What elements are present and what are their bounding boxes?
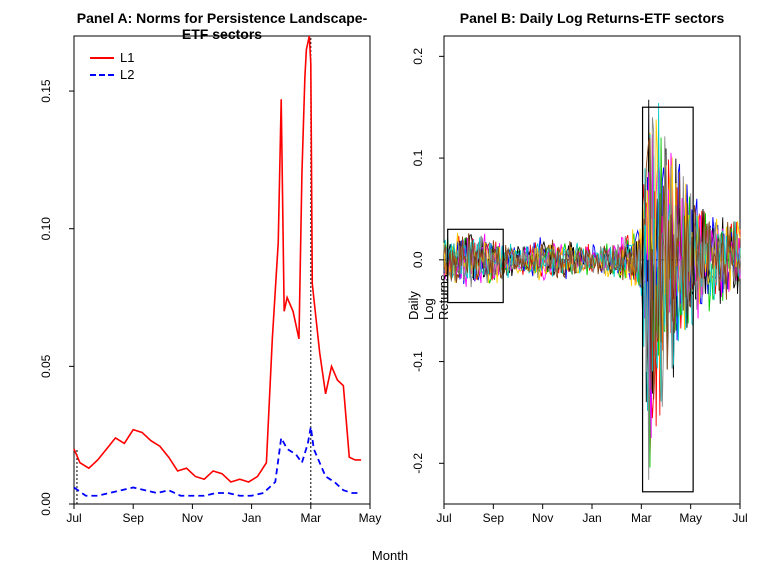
- svg-text:Mar: Mar: [631, 511, 652, 525]
- svg-text:-0.2: -0.2: [411, 453, 425, 474]
- svg-text:Jul: Jul: [436, 511, 451, 525]
- svg-text:0.0: 0.0: [411, 251, 425, 268]
- svg-text:Nov: Nov: [532, 511, 553, 525]
- svg-text:0.2: 0.2: [411, 48, 425, 65]
- panel-b-plot: Jul Sep Nov Jan Mar May Jul -0.2 -0.1 0.0 0.1 0.2: [0, 0, 760, 544]
- svg-text:May: May: [679, 511, 702, 525]
- svg-text:Jan: Jan: [582, 511, 601, 525]
- svg-text:-0.1: -0.1: [411, 351, 425, 372]
- svg-text:Jul: Jul: [732, 511, 747, 525]
- svg-text:0.1: 0.1: [411, 149, 425, 166]
- x-axis-label: Month: [0, 548, 780, 563]
- svg-text:Sep: Sep: [483, 511, 505, 525]
- panel-b-ylabel: Daily Log Returns: [406, 274, 451, 320]
- figure-root: Panel A: Norms for Persistence Landscape…: [0, 0, 780, 580]
